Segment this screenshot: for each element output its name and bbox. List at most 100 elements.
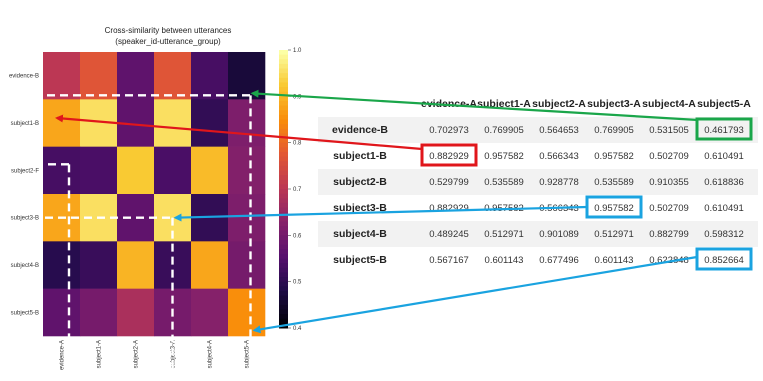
table-cell: 0.882929	[429, 203, 469, 214]
colorbar-segment	[279, 147, 288, 153]
heatmap-cell	[80, 288, 118, 337]
colorbar-segment	[279, 207, 288, 213]
colorbar-tick-label: 1.0	[293, 48, 302, 54]
colorbar-segment	[279, 230, 288, 236]
table-cell: 0.535589	[484, 177, 524, 188]
heatmap-cell	[191, 288, 229, 337]
colorbar-segment	[279, 82, 288, 88]
heatmap-row-label: subject3-B	[11, 216, 39, 222]
heatmap-cell	[228, 99, 266, 147]
heatmap-cell	[191, 99, 229, 147]
table-column-header: subject2-A	[532, 98, 586, 110]
heatmap-cell	[228, 146, 266, 195]
heatmap-col-label: subject2-A	[134, 340, 140, 368]
colorbar-segment	[279, 73, 288, 79]
heatmap-title: Cross-similarity between utterances	[105, 26, 232, 35]
colorbar-segment	[279, 68, 288, 74]
colorbar-segment	[279, 235, 288, 241]
heatmap-cell	[43, 288, 81, 337]
table-cell: 0.882799	[649, 229, 689, 240]
colorbar-segment	[279, 277, 288, 283]
table-cell: 0.512971	[484, 229, 524, 240]
heatmap-cell	[43, 241, 81, 289]
colorbar-segment	[279, 309, 288, 315]
colorbar-segment	[279, 226, 288, 232]
colorbar-tick-label: 0.5	[293, 280, 302, 286]
colorbar-segment	[279, 249, 288, 255]
table-row-header: subject3-B	[333, 202, 387, 214]
colorbar-segment	[279, 124, 288, 130]
colorbar-segment	[279, 105, 288, 111]
table-cell: 0.601143	[485, 255, 524, 266]
table-cell: 0.567167	[429, 255, 469, 266]
heatmap-cell	[43, 146, 81, 195]
colorbar-segment	[279, 263, 288, 269]
table-cell: 0.564653	[539, 125, 579, 136]
colorbar-segment	[279, 300, 288, 306]
colorbar-segment	[279, 281, 288, 287]
heatmap-row-label: subject5-B	[11, 310, 39, 316]
colorbar-segment	[279, 193, 288, 199]
colorbar-segment	[279, 63, 288, 70]
colorbar-segment	[279, 221, 288, 227]
heatmap-subtitle: (speaker_id-utterance_group)	[115, 37, 221, 46]
heatmap-cell	[228, 241, 266, 289]
colorbar-segment	[279, 54, 288, 60]
table-cell: 0.928778	[539, 177, 579, 188]
colorbar-segment	[279, 202, 288, 209]
table-cell: 0.601143	[595, 255, 634, 266]
table-row-header: subject2-B	[333, 176, 387, 188]
table-column-header: subject3-A	[587, 98, 641, 110]
table-cell: 0.702973	[429, 125, 469, 136]
heatmap-cell	[117, 288, 155, 337]
heatmap-row-label: subject1-B	[11, 121, 39, 127]
colorbar-tick-label: 0.9	[293, 94, 302, 100]
colorbar-segment	[279, 318, 288, 324]
colorbar-segment	[279, 87, 288, 93]
colorbar-segment	[279, 156, 288, 162]
table-cell: 0.910355	[649, 177, 689, 188]
heatmap-col-label: subject4-A	[208, 340, 214, 368]
colorbar-segment	[279, 290, 288, 297]
similarity-table: evidence-Asubject1-Asubject2-Asubject3-A…	[318, 98, 758, 266]
table-cell: 0.598312	[704, 229, 744, 240]
colorbar-segment	[279, 151, 288, 158]
colorbar-segment	[279, 138, 288, 144]
colorbar-segment	[279, 59, 288, 65]
heatmap-cell	[191, 146, 229, 195]
colorbar-segment	[279, 110, 288, 116]
table-column-header: subject5-A	[697, 98, 751, 110]
table-cell: 0.901089	[539, 229, 579, 240]
highlight-box	[695, 247, 753, 271]
heatmap-row-label: evidence-B	[9, 74, 39, 80]
heatmap-cell	[117, 52, 155, 100]
table-cell: 0.957582	[594, 203, 634, 214]
table-cell: 0.512971	[594, 229, 634, 240]
table-cell: 0.618836	[704, 177, 744, 188]
table-cell: 0.882929	[429, 151, 469, 162]
colorbar-segment	[279, 114, 288, 120]
table-cell: 0.566343	[539, 151, 579, 162]
heatmap-cell	[191, 241, 229, 289]
dashed-guides	[45, 94, 252, 370]
table-cell: 0.502709	[649, 151, 689, 162]
table-cell: 0.610491	[704, 203, 744, 214]
table-row-band	[318, 221, 758, 247]
colorbar-segment	[279, 198, 288, 204]
colorbar-segment	[279, 216, 288, 222]
callout-arrow	[173, 205, 588, 222]
colorbar-segment	[279, 50, 288, 56]
table-cell: 0.529799	[429, 177, 469, 188]
heatmap-col-label: subject1-A	[97, 340, 103, 368]
heatmap-cell	[43, 52, 81, 100]
heatmap-row-labels: evidence-B subject1-B subject2-F subject3-B…	[9, 74, 39, 317]
callout-arrow	[55, 114, 423, 151]
colorbar-tick-label: 0.8	[293, 141, 302, 147]
colorbar-segment	[279, 295, 288, 301]
table-row-header: subject1-B	[333, 150, 387, 162]
table-cell: 0.535589	[594, 177, 634, 188]
table-row-band	[318, 117, 758, 143]
colorbar-segment	[279, 189, 288, 195]
highlight-box	[420, 143, 478, 167]
colorbar-segment	[279, 239, 288, 246]
